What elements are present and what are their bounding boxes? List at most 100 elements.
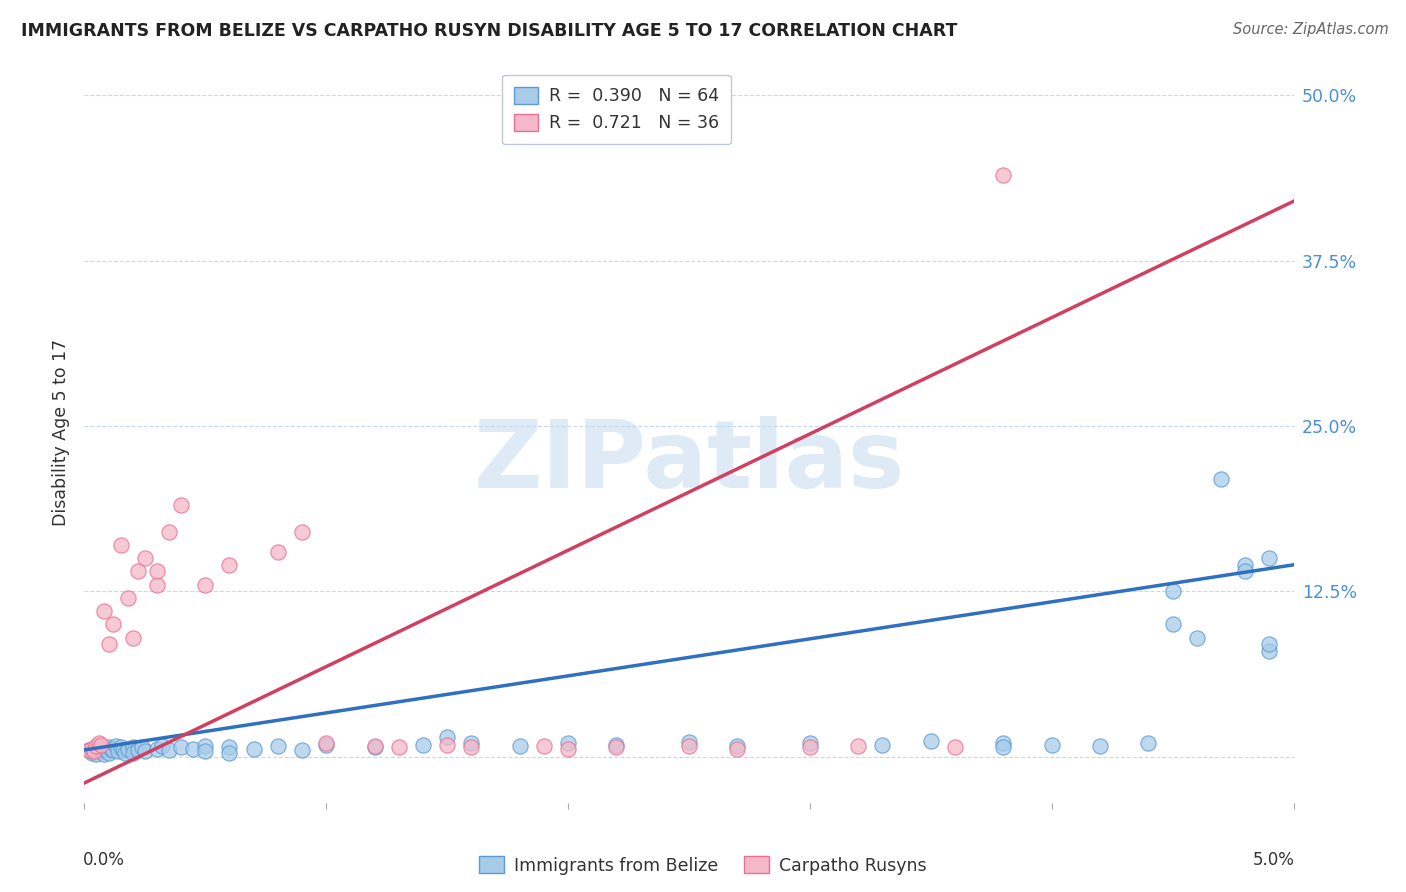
Point — [557, 741, 579, 756]
Point — [112, 743, 135, 757]
Point — [242, 741, 264, 756]
Point — [107, 744, 129, 758]
Point — [114, 746, 136, 760]
Point — [725, 741, 748, 756]
Point — [121, 740, 143, 755]
Point — [100, 741, 122, 756]
Point — [1209, 472, 1232, 486]
Text: Source: ZipAtlas.com: Source: ZipAtlas.com — [1233, 22, 1389, 37]
Point — [218, 740, 240, 755]
Point — [117, 741, 139, 756]
Point — [993, 168, 1015, 182]
Point — [97, 637, 120, 651]
Point — [146, 565, 169, 579]
Point — [943, 740, 966, 755]
Point — [460, 740, 482, 755]
Point — [134, 551, 156, 566]
Point — [799, 736, 821, 750]
Point — [87, 736, 110, 750]
Point — [363, 740, 385, 755]
Point — [194, 739, 217, 753]
Point — [80, 741, 103, 756]
Point — [157, 524, 180, 539]
Point — [218, 558, 240, 572]
Point — [872, 738, 894, 752]
Point — [127, 743, 149, 757]
Point — [363, 739, 385, 753]
Point — [170, 499, 193, 513]
Point — [1258, 551, 1281, 566]
Point — [194, 744, 217, 758]
Point — [267, 544, 290, 558]
Point — [157, 743, 180, 757]
Point — [605, 740, 627, 755]
Point — [218, 746, 240, 760]
Point — [94, 743, 117, 757]
Legend: Immigrants from Belize, Carpatho Rusyns: Immigrants from Belize, Carpatho Rusyns — [471, 847, 935, 883]
Point — [90, 738, 112, 752]
Point — [678, 739, 700, 753]
Point — [127, 565, 149, 579]
Point — [920, 733, 942, 747]
Text: IMMIGRANTS FROM BELIZE VS CARPATHO RUSYN DISABILITY AGE 5 TO 17 CORRELATION CHAR: IMMIGRANTS FROM BELIZE VS CARPATHO RUSYN… — [21, 22, 957, 40]
Point — [77, 743, 100, 757]
Point — [150, 739, 173, 753]
Point — [1088, 739, 1111, 753]
Point — [1258, 637, 1281, 651]
Point — [110, 538, 132, 552]
Point — [993, 736, 1015, 750]
Point — [97, 740, 120, 755]
Point — [267, 739, 290, 753]
Point — [83, 744, 105, 758]
Point — [80, 746, 103, 760]
Point — [86, 747, 108, 761]
Point — [146, 741, 169, 756]
Point — [90, 744, 112, 758]
Legend: R =  0.390   N = 64, R =  0.721   N = 36: R = 0.390 N = 64, R = 0.721 N = 36 — [502, 75, 731, 145]
Point — [131, 740, 153, 755]
Point — [678, 735, 700, 749]
Point — [86, 741, 108, 756]
Point — [1258, 644, 1281, 658]
Point — [315, 736, 337, 750]
Point — [315, 738, 337, 752]
Point — [181, 741, 204, 756]
Point — [388, 740, 411, 755]
Point — [77, 743, 100, 757]
Point — [134, 744, 156, 758]
Point — [146, 577, 169, 591]
Point — [121, 746, 143, 760]
Text: 5.0%: 5.0% — [1253, 851, 1295, 869]
Point — [1234, 565, 1257, 579]
Point — [412, 738, 434, 752]
Point — [846, 739, 869, 753]
Point — [1234, 558, 1257, 572]
Point — [104, 739, 127, 753]
Point — [110, 740, 132, 755]
Point — [436, 730, 458, 744]
Point — [1161, 584, 1184, 599]
Point — [103, 617, 125, 632]
Text: 0.0%: 0.0% — [83, 851, 125, 869]
Point — [557, 736, 579, 750]
Point — [291, 743, 314, 757]
Point — [103, 743, 125, 757]
Point — [799, 740, 821, 755]
Y-axis label: Disability Age 5 to 17: Disability Age 5 to 17 — [52, 339, 70, 526]
Point — [87, 743, 110, 757]
Point — [93, 747, 115, 761]
Point — [509, 739, 531, 753]
Point — [605, 738, 627, 752]
Point — [1137, 736, 1160, 750]
Point — [83, 744, 105, 758]
Point — [993, 740, 1015, 755]
Point — [1161, 617, 1184, 632]
Point — [170, 740, 193, 755]
Point — [460, 736, 482, 750]
Point — [86, 739, 108, 753]
Point — [533, 739, 555, 753]
Point — [97, 746, 120, 760]
Point — [725, 739, 748, 753]
Point — [93, 604, 115, 618]
Point — [1185, 631, 1208, 645]
